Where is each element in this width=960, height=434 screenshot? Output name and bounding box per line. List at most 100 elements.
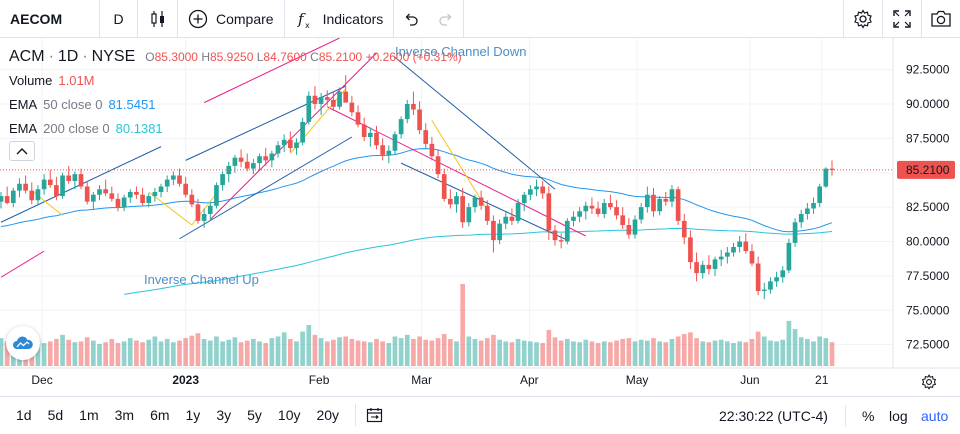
volume-bar [706, 342, 712, 366]
range-button-1y[interactable]: 1y [185, 407, 201, 423]
range-button-1m[interactable]: 1m [79, 407, 99, 423]
close-value: 85.2100 [318, 50, 363, 64]
compare-button[interactable]: Compare [178, 0, 285, 38]
fullscreen-button[interactable] [882, 0, 920, 38]
volume-bar [534, 342, 539, 366]
settings-button[interactable] [843, 0, 881, 38]
candle-body [367, 132, 373, 137]
volume-bar [404, 334, 410, 366]
redo-button[interactable] [428, 0, 465, 38]
candle-body [207, 205, 213, 214]
volume-bar [564, 338, 570, 366]
volume-bar [774, 341, 779, 366]
volume-bar [306, 325, 312, 366]
candle-body [675, 189, 681, 221]
volume-bar [201, 338, 207, 366]
candle-body [435, 156, 441, 175]
range-button-6m[interactable]: 6m [150, 407, 170, 423]
volume-bar [54, 338, 59, 366]
clock[interactable]: 22:30:22 (UTC-4) [719, 397, 828, 434]
legend-ohlc: O85.3000 H85.9250 L84.7600 C85.2100 +0.2… [145, 45, 461, 69]
range-button-10y[interactable]: 10y [277, 407, 301, 423]
price-chart[interactable]: Inverse Channel Down Inverse Channel Up … [0, 38, 960, 396]
legend-ema50-row[interactable]: EMA 50 close 0 81.5451 [9, 93, 462, 117]
candle-body [54, 185, 59, 197]
candle-body [583, 205, 589, 212]
volume-bar [761, 336, 767, 366]
channel-up-label[interactable]: Inverse Channel Up [144, 272, 259, 287]
log-toggle[interactable]: log [889, 397, 908, 434]
candle-body [152, 192, 158, 197]
legend-exchange: NYSE [91, 48, 136, 65]
axis-settings-button[interactable] [918, 371, 940, 393]
volume-bar [638, 339, 644, 366]
volume-bar [503, 341, 509, 366]
undo-button[interactable] [394, 0, 428, 38]
range-button-3m[interactable]: 3m [114, 407, 135, 423]
candle-body [657, 198, 662, 212]
volume-bar [700, 341, 706, 366]
compare-label: Compare [216, 10, 274, 27]
volume-bar [484, 338, 490, 366]
calendar-range-icon [366, 408, 383, 423]
indicators-button[interactable]: f x Indicators [285, 0, 395, 38]
candle-body [134, 192, 139, 195]
price-axis: 92.500090.000087.500085.000082.500080.00… [906, 63, 950, 352]
ema-50-path [0, 148, 833, 233]
candle-body [805, 208, 810, 214]
candle-body [564, 220, 570, 242]
candle-body [626, 225, 632, 235]
volume-bar [657, 341, 662, 366]
chart-type-button[interactable] [138, 0, 178, 38]
date-range-button[interactable] [366, 407, 384, 423]
volume-bar [669, 338, 675, 366]
candle-body [614, 207, 619, 216]
auto-toggle[interactable]: auto [921, 397, 948, 434]
volume-bar [386, 343, 392, 366]
time-tick-label: 21 [815, 373, 829, 387]
legend-volume-row[interactable]: Volume 1.01M [9, 69, 462, 93]
candle-body [29, 190, 35, 201]
symbol-search[interactable]: AECOM [0, 0, 100, 38]
channel-down-label[interactable]: Inverse Channel Down [395, 44, 527, 59]
volume-bar [164, 338, 170, 366]
volume-bar [103, 342, 108, 366]
top-toolbar: AECOM D Compare f x Indicators [0, 0, 960, 38]
range-button-5d[interactable]: 5d [47, 407, 64, 423]
resolution-button[interactable]: D [100, 0, 138, 38]
volume-bar [614, 340, 619, 366]
range-button-1d[interactable]: 1d [16, 407, 32, 423]
candle-body [651, 194, 656, 212]
volume-bar [84, 337, 90, 366]
volume-bar [183, 338, 189, 366]
candle-body [201, 214, 207, 221]
candle-body [743, 241, 749, 252]
legend-ticker[interactable]: ACM [9, 48, 45, 65]
legend-ema200-row[interactable]: EMA 200 close 0 80.1381 [9, 117, 462, 141]
volume-bar [380, 341, 385, 366]
legend-collapse-button[interactable] [9, 141, 35, 161]
candle-body [620, 215, 626, 225]
range-button-20y[interactable]: 20y [316, 407, 340, 423]
brand-logo[interactable] [6, 326, 40, 360]
candle-body [737, 241, 743, 247]
candle-body [608, 203, 613, 208]
candle-body [386, 150, 392, 155]
range-button-5y[interactable]: 5y [247, 407, 262, 423]
candle-body [361, 124, 367, 137]
candle-body [688, 237, 693, 263]
volume-bar [491, 334, 496, 366]
ema200-params: 200 close 0 [43, 121, 110, 136]
candle-body [306, 95, 312, 122]
range-button-3y[interactable]: 3y [216, 407, 232, 423]
ema200-value: 80.1381 [115, 121, 163, 136]
volume-bar [4, 341, 10, 366]
volume-bar [90, 340, 96, 366]
time-tick-label: Apr [520, 373, 539, 387]
percent-toggle[interactable]: % [862, 397, 874, 434]
candle-body [392, 134, 398, 151]
candle-body [811, 203, 816, 209]
volume-bar [195, 333, 201, 366]
volume-bar [251, 338, 256, 366]
snapshot-button[interactable] [921, 0, 959, 38]
